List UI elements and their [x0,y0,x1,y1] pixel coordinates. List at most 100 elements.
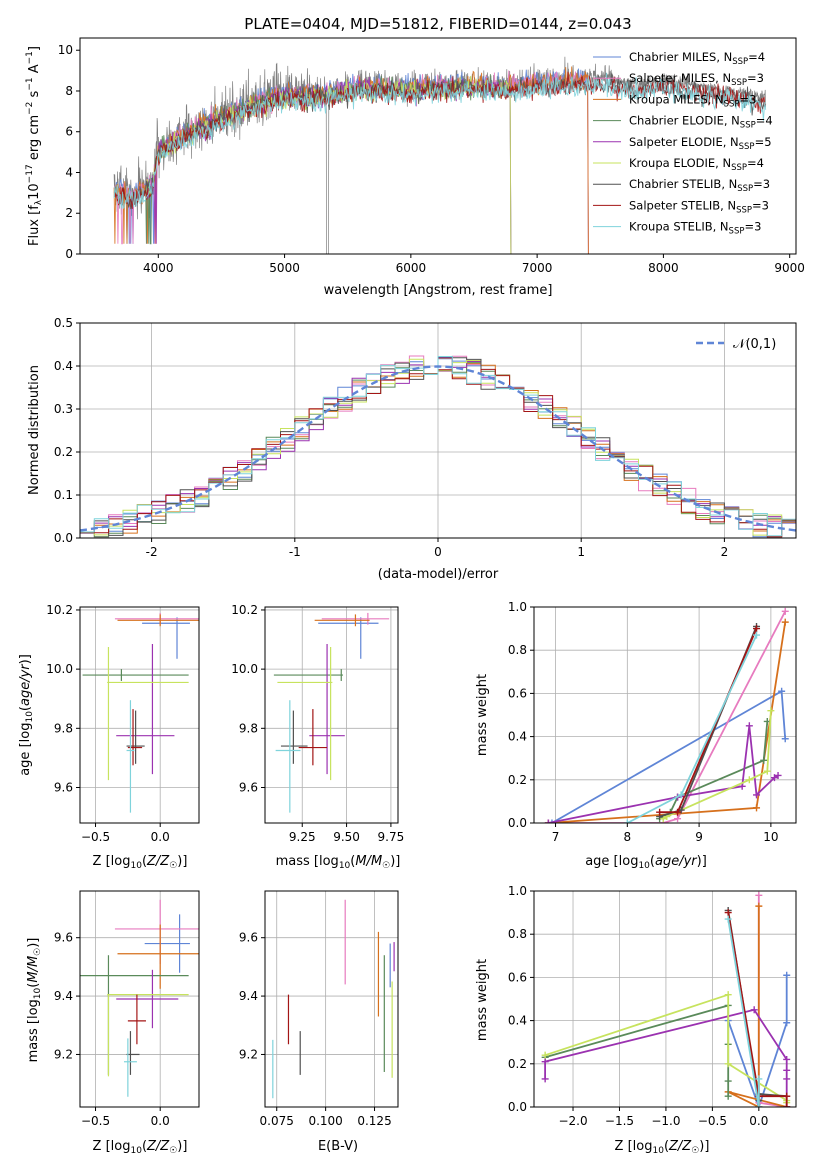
mass-vs-z-xlabel: Z [log10(Z/Z☉)] [93,1139,188,1156]
mass-weight-marker [753,625,761,633]
mass-weight-marker [541,1051,549,1059]
mass-vs-ebv-panel: 0.075 0.100 0.125 9.2 9.4 9.6 [239,890,399,1128]
age-vs-Z-ytick-label: 9.8 [54,721,73,735]
mass-weight-marker [781,607,789,615]
spectrum-ytick-label: 2 [65,206,73,220]
mass-weight-vs-Z-xtick-label: −1.0 [651,1114,680,1128]
spectrum-ytick-label: 8 [65,84,73,98]
mass-weight-vs-age-xtick-label: 7 [552,830,560,844]
mass-weight-age-ylabel: mass weight [475,674,490,756]
spectrum-data-line [113,56,766,254]
spectrum-ytick-label: 0 [65,247,73,261]
mass-weight-vs-age-ytick-label: 1.0 [508,600,527,614]
spectrum-frame [79,37,797,255]
mass-weight-marker [724,1092,732,1100]
spectrum-xtick-label: 8000 [648,261,679,275]
panel-frame [533,890,797,1108]
spectrum-xtick-label: 9000 [774,261,805,275]
residuals-panel: -2 -1 0 1 2 0.0 0.1 0.2 0.3 0.4 0.5 (data-model)/e… [27,316,797,582]
mass-weight-marker [755,1103,763,1107]
residuals-legend: 𝒩(0,1) [696,337,776,352]
mass-vs-EBV-ytick-label: 9.4 [239,989,258,1003]
age-vs-z-ylabel: age [log10(age/yr)] [18,654,35,776]
model-line-8 [113,72,767,210]
mass-weight-marker [750,1006,758,1014]
mass-weight-marker [724,915,732,923]
mass-weight-vs-Z-ytick-label: 0.0 [508,1100,527,1114]
mass-weight-vs-age-ytick-label: 0.0 [508,816,527,830]
mass-weight-vs-age-ytick-label: 0.2 [508,773,527,787]
spectrum-ytick-label: 4 [65,165,73,179]
residuals-xtick-label: 1 [577,545,585,559]
spectrum-ytick-label: 10 [58,43,73,57]
legend-label-2: Kroupa MILES, NSSP=3 [629,92,756,109]
mass-weight-marker [541,1058,549,1066]
mass-vs-z-panel: −0.5 0.0 9.2 9.4 9.6 [54,890,200,1128]
mass-weight-vs-age-ytick-label: 0.4 [508,730,527,744]
mass-weight-marker [783,1103,791,1107]
residuals-ytick-label: 0.4 [54,359,73,373]
age-vs-mass-xtick-label: 9.75 [378,830,405,844]
mass-weight-z-ylabel: mass weight [475,959,490,1041]
mass-vs-Z-ytick-label: 9.4 [54,989,73,1003]
spectrum-legend: Chabrier MILES, NSSP=4 Salpeter MILES, NS… [593,50,773,237]
panel-frame [533,606,797,824]
mass-weight-marker [656,808,664,816]
mass-weight-marker [548,819,556,823]
mass-weight-marker [783,1066,791,1074]
age-vs-Z-ytick-label: 9.6 [54,780,73,794]
residual-histogram-8 [80,356,796,538]
mass-weight-vs-Z-xtick-label: 0.0 [749,1114,768,1128]
mass-vs-Z-ytick-label: 9.2 [54,1047,73,1061]
mass-weight-marker [724,1060,732,1068]
legend-label-0: Chabrier MILES, NSSP=4 [629,50,765,67]
panel-frame [79,606,200,824]
mass-weight-marker [770,774,778,782]
mass-weight-line-1 [548,610,786,823]
mass-weight-marker [781,618,789,626]
residuals-ytick-label: 0.2 [54,445,73,459]
mass-vs-EBV-ytick-label: 9.6 [239,931,258,945]
mass-weight-vs-Z-ytick-label: 1.0 [508,884,527,898]
mass-weight-marker [755,902,763,910]
residuals-xtick-label: -1 [289,545,301,559]
mass-weight-marker [783,1019,791,1027]
mass-weight-vs-Z-ytick-label: 0.6 [508,970,527,984]
mass-weight-vs-Z-ytick-label: 0.8 [508,927,527,941]
mass-weight-marker [541,1075,549,1083]
mass-weight-marker [544,819,552,823]
mass-vs-EBV-xtick-label: 0.125 [357,1114,391,1128]
mass-weight-marker [767,707,775,715]
mass-weight-marker [724,909,732,917]
mass-weight-marker [783,1075,791,1083]
spectrum-xtick-label: 7000 [522,261,553,275]
mass-weight-marker [783,1092,791,1100]
mass-weight-marker [753,791,761,799]
age-vs-mass-ytick-label: 10.0 [231,662,258,676]
mass-weight-marker [781,735,789,743]
age-vs-Z-ytick-label: 10.2 [46,603,73,617]
mass-weight-line-7 [727,912,788,1107]
mass-vs-EBV-ytick-label: 9.2 [239,1047,258,1061]
age-vs-mass-ytick-label: 9.8 [239,721,258,735]
mass-weight-marker [783,1055,791,1063]
mass-weight-marker [724,1077,732,1085]
mass-weight-age-xlabel: age [log10(age/yr)] [585,854,707,871]
mass-weight-line-8 [727,918,760,1107]
age-vs-Z-xtick-label: 0.0 [151,830,170,844]
mass-vs-z-ylabel: mass [log10(M/M☉)] [26,938,43,1063]
legend-label-6: Chabrier STELIB, NSSP=3 [629,177,770,194]
residuals-xtick-label: -2 [146,545,158,559]
residuals-xtick-label: 2 [721,545,729,559]
residuals-xlabel: (data-model)/error [378,567,499,582]
age-vs-Z-xtick-label: −0.5 [81,830,110,844]
gaussian-legend-label: 𝒩(0,1) [733,337,776,352]
mass-weight-vs-Z-ytick-label: 0.2 [508,1057,527,1071]
mass-weight-marker [763,767,771,775]
residuals-ylabel: Normed distribution [27,365,42,495]
age-vs-mass-ytick-label: 9.6 [239,780,258,794]
mass-weight-z-xlabel: Z [log10(Z/Z☉)] [615,1139,710,1156]
mass-weight-vs-age-panel: 7 8 9 10 0.0 0.2 0.4 0.6 0.8 1.0 [508,600,797,844]
legend-label-5: Kroupa ELODIE, NSSP=4 [629,156,764,173]
mass-weight-marker [753,804,761,812]
